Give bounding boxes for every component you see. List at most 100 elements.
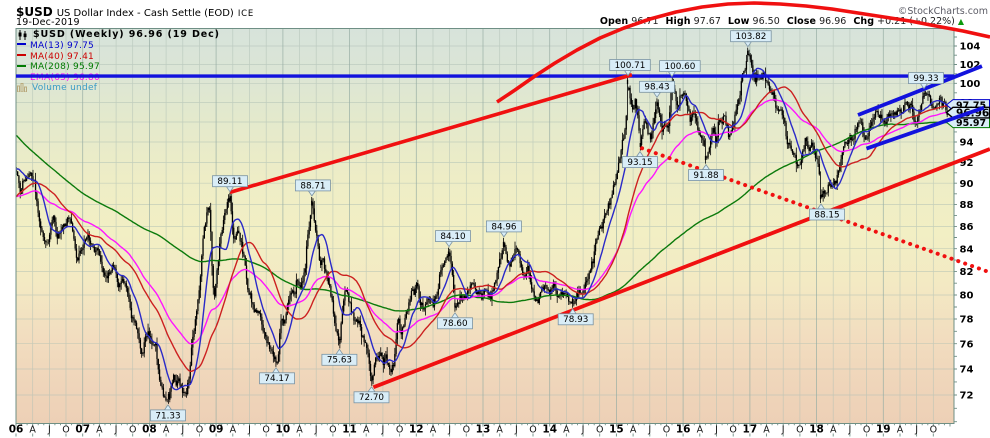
svg-text:88.15: 88.15 [814,210,839,220]
legend-text: MA(13) 97.75 [30,40,95,51]
svg-text:17: 17 [743,424,758,436]
svg-text:13: 13 [476,424,491,436]
chart-date: 19-Dec-2019 [16,16,80,28]
svg-text:72.70: 72.70 [359,393,385,403]
svg-text:J: J [381,425,385,436]
candlestick-icon [18,29,27,40]
svg-text:91.88: 91.88 [693,171,718,181]
quote-label-chg: Chg [853,16,875,27]
trendline-overlays [16,1,990,390]
svg-text:06: 06 [9,424,24,436]
change-up-triangle-icon: ▲ [957,17,964,26]
svg-text:08: 08 [142,424,157,436]
svg-text:16: 16 [676,424,691,436]
annotation-72.70: 72.70 [353,386,390,403]
svg-text:93.15: 93.15 [627,158,652,168]
x-axis-labels: 06 A J O 07 A J O 08 A J O 09 A J O 10 A J O 11 A J O 12 A J O 13 A J O… [9,424,937,436]
red-dotted-downtrend-line [639,146,990,275]
svg-text:10: 10 [276,424,291,436]
annotation-100.71: 100.71 [609,59,651,77]
plot-background [16,28,954,424]
annotation-84.96: 84.96 [485,220,522,238]
quote-label-low: Low [727,16,750,27]
annotation-98.43: 98.43 [639,80,675,98]
legend-row-ma13: MA(13) 97.75 [17,41,94,52]
svg-text:O: O [529,425,536,436]
svg-text:84.96: 84.96 [491,222,517,232]
svg-text:98.43: 98.43 [644,83,669,93]
svg-text:78.60: 78.60 [442,319,468,329]
legend-row-usd: $USD (Weekly) 96.96 (19 Dec) [17,29,220,40]
annotation-78.93: 78.93 [557,308,594,326]
symbol: $USD [16,5,53,19]
svg-text:O: O [729,425,736,436]
svg-text:J: J [848,425,852,436]
moving-averages [16,67,948,391]
svg-text:15: 15 [609,424,624,436]
svg-text:89.11: 89.11 [217,177,242,187]
legend-text: Volume undef [32,83,98,94]
line-dash-icon [17,64,26,67]
svg-text:J: J [180,425,184,436]
chart-title: US Dollar Index - Cash Settle (EOD) [56,8,234,19]
svg-text:84.10: 84.10 [440,232,466,242]
annotation-103.82: 103.82 [730,30,772,48]
svg-text:90: 90 [960,179,974,190]
quote-value-low: 96.50 [752,16,780,27]
svg-text:J: J [447,425,451,436]
svg-text:100.71: 100.71 [615,61,646,71]
annotation-88.71: 88.71 [294,179,331,197]
svg-text:J: J [714,425,718,436]
svg-text:O: O [663,425,670,436]
annotation-100.60: 100.60 [659,60,701,78]
legend-text: $USD (Weekly) 96.96 (19 Dec) [33,29,220,41]
red-channel-lower-line [372,147,990,390]
annotation-91.88: 91.88 [688,163,724,181]
svg-text:88.71: 88.71 [300,181,325,191]
svg-text:14: 14 [542,424,557,436]
svg-text:84: 84 [960,244,974,255]
svg-text:82: 82 [960,267,974,278]
annotation-93.15: 93.15 [622,150,658,169]
svg-text:78: 78 [960,315,974,326]
legend-text: MA(208) 95.97 [30,62,100,73]
annotation-89.11: 89.11 [212,175,248,193]
svg-text:92: 92 [960,158,974,169]
svg-text:J: J [781,425,785,436]
svg-text:12: 12 [409,424,424,436]
svg-text:100: 100 [960,79,981,90]
svg-text:94: 94 [960,138,974,149]
svg-text:72: 72 [960,391,974,402]
svg-text:A: A [563,425,570,436]
svg-text:95.97: 95.97 [956,118,986,129]
svg-text:80: 80 [960,291,974,302]
svg-text:99.33: 99.33 [913,74,938,84]
svg-text:O: O [129,425,136,436]
svg-text:J: J [114,425,118,436]
ma-line-ma208 [16,121,948,312]
ma-line-ma40 [16,86,948,372]
svg-text:J: J [514,425,518,436]
stockcharts-watermark: ©StockCharts.com [897,6,988,17]
annotation-78.60: 78.60 [437,312,473,330]
legend-text: EMA(65) 96.80 [30,72,100,83]
svg-text:O: O [930,425,937,436]
ma-line-ema65 [16,99,948,345]
svg-text:71.33: 71.33 [155,411,180,421]
quote-label-open: Open [599,16,629,27]
svg-text:78.93: 78.93 [563,315,588,325]
quote-value-high: 97.67 [693,16,721,27]
quote-label-high: High [665,16,691,27]
svg-text:100.60: 100.60 [665,62,696,72]
svg-text:A: A [830,425,837,436]
annotation-75.63: 75.63 [321,348,358,366]
svg-text:O: O [396,425,403,436]
annotation-74.17: 74.17 [259,367,295,384]
svg-text:102: 102 [960,60,981,71]
svg-text:O: O [62,425,69,436]
svg-text:O: O [196,425,203,436]
svg-text:J: J [314,425,318,436]
svg-text:J: J [581,425,585,436]
